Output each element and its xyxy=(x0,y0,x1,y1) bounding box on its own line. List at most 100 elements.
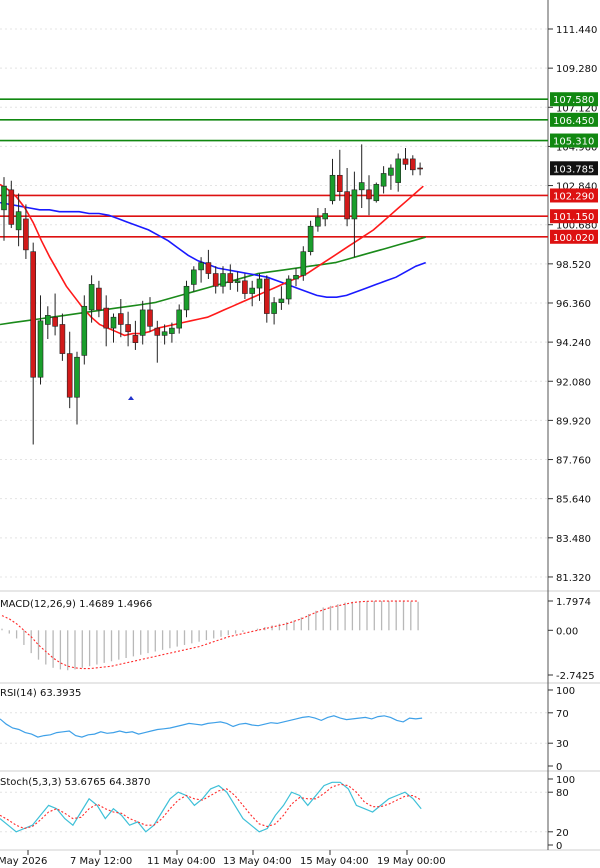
candle-body xyxy=(256,278,263,289)
candle-body xyxy=(220,273,226,287)
candle-body xyxy=(329,174,336,202)
candle-body xyxy=(380,173,387,187)
candle-body xyxy=(315,216,321,227)
candle-body xyxy=(198,262,204,271)
level-label-bg xyxy=(550,92,598,107)
price-tick-label: 83.480 xyxy=(556,534,591,545)
candle-body xyxy=(344,191,350,220)
candle-body xyxy=(417,167,423,170)
level-label: 101.150 xyxy=(553,212,594,223)
ma-fast-line xyxy=(0,183,424,337)
rsi-pane xyxy=(0,712,548,744)
candle-body xyxy=(293,275,299,280)
macd-signal-line xyxy=(1,600,419,670)
level-label: 105.310 xyxy=(553,137,594,148)
price-tick-label: 89.920 xyxy=(556,416,591,427)
time-tick-label: May 2026 xyxy=(0,856,47,867)
candle-body xyxy=(336,174,343,192)
price-tick-label: 87.760 xyxy=(556,456,591,467)
candle-body xyxy=(285,278,292,300)
price-tick-label: 104.960 xyxy=(556,142,597,153)
macd-title: MACD(12,26,9) 1.4689 1.4966 xyxy=(0,599,152,610)
price-axis[interactable]: 111.440 109.280 107.120 104.960 102.840 100.6… xyxy=(548,25,598,852)
level-label-bg xyxy=(550,188,598,203)
level-label-bg xyxy=(550,133,598,148)
candle-body xyxy=(8,189,15,225)
candle-body xyxy=(227,273,234,283)
price-tick-label: 96.360 xyxy=(556,299,591,310)
price-tick-label: 111.440 xyxy=(556,25,597,36)
level-label: 106.450 xyxy=(553,116,594,127)
candle-body xyxy=(263,278,270,314)
price-tick-label: 100.680 xyxy=(556,221,597,232)
candle-body xyxy=(132,335,139,343)
stoch-tick-label: 80 xyxy=(556,788,569,799)
candle-body xyxy=(154,327,161,336)
stoch-k-line xyxy=(0,781,422,833)
candle-body xyxy=(191,269,197,285)
candle-body xyxy=(176,309,182,329)
macd-tick-label: 0.00 xyxy=(556,626,578,637)
rsi-tick-label: 0 xyxy=(556,762,562,773)
candle-body xyxy=(322,213,329,220)
candle-body xyxy=(351,189,358,220)
macd-tick-label: 1.7974 xyxy=(556,597,591,608)
candle-body xyxy=(1,185,7,211)
price-pane xyxy=(0,28,548,578)
macd-tick-label: -2.7425 xyxy=(556,671,595,682)
candle-body xyxy=(307,225,314,252)
candle-body xyxy=(373,184,380,202)
candle-body xyxy=(161,331,168,336)
price-tick-label: 109.280 xyxy=(556,64,597,75)
trade-marker-icon xyxy=(128,396,134,400)
price-tick-label: 102.840 xyxy=(556,182,597,193)
level-label: 107.580 xyxy=(553,95,594,106)
candle-body xyxy=(81,305,88,356)
candle-body xyxy=(30,251,37,378)
candle-body xyxy=(234,280,241,283)
candle-body xyxy=(271,302,277,314)
time-tick-label: 15 May 04:00 xyxy=(300,856,369,867)
ma-mid-line xyxy=(0,201,426,299)
candle-body xyxy=(183,285,190,311)
candle-body xyxy=(103,307,109,329)
candle-body xyxy=(366,189,372,200)
price-tick-label: 94.240 xyxy=(556,338,591,349)
time-axis[interactable]: May 2026 7 May 12:00 11 May 04:00 13 May 04… xyxy=(0,850,446,867)
candle-body xyxy=(402,158,409,165)
candle-body xyxy=(300,251,307,276)
candle-body xyxy=(205,262,212,274)
rsi-tick-label: 70 xyxy=(556,709,569,720)
candle-body xyxy=(242,280,248,294)
level-label: 100.020 xyxy=(553,233,594,244)
stoch-title: Stoch(5,3,3) 53.6765 64.3870 xyxy=(0,777,151,788)
rsi-tick-label: 30 xyxy=(556,739,569,750)
candle-body xyxy=(59,324,66,354)
candle-body xyxy=(118,313,124,325)
candle-body xyxy=(249,287,255,294)
candle-body xyxy=(139,309,146,336)
level-label: 102.290 xyxy=(553,191,594,202)
price-tick-label: 85.640 xyxy=(556,495,591,506)
rsi-line xyxy=(0,715,423,738)
price-tick-label: 107.120 xyxy=(556,103,597,114)
time-tick-label: 11 May 04:00 xyxy=(147,856,216,867)
candle-body xyxy=(96,287,102,311)
candle-body xyxy=(278,298,285,303)
stoch-tick-label: 20 xyxy=(556,828,569,839)
stoch-tick-label: 0 xyxy=(556,841,562,852)
candle-body xyxy=(52,316,58,327)
price-tick-label: 81.320 xyxy=(556,573,591,584)
time-tick-label: 13 May 04:00 xyxy=(223,856,292,867)
stoch-pane xyxy=(0,781,548,833)
candle-body xyxy=(88,284,95,311)
candle-body xyxy=(358,182,365,191)
candle-body xyxy=(125,324,131,333)
time-tick-label: 7 May 12:00 xyxy=(70,856,132,867)
level-label-bg xyxy=(550,209,598,224)
level-label-bg xyxy=(550,112,598,127)
candle-body xyxy=(44,315,51,325)
current-price-bg xyxy=(550,161,598,176)
candle-body xyxy=(110,316,117,329)
